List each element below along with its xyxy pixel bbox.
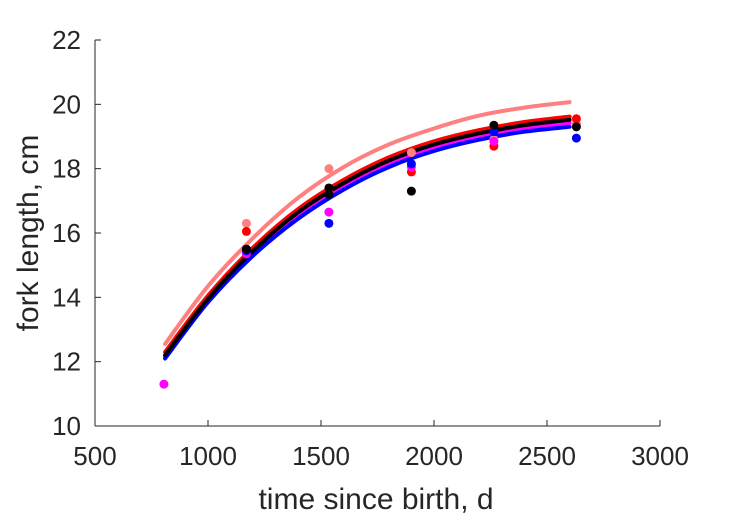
y-tick-label-16: 16 [52, 218, 81, 248]
fit-curve-3 [163, 124, 572, 361]
x-tick-label-2500: 2500 [518, 441, 576, 471]
y-tick-label-14: 14 [52, 282, 81, 312]
y-tick-label-20: 20 [52, 89, 81, 119]
x-axis-label: time since birth, d [258, 483, 493, 516]
x-tick-label-2000: 2000 [405, 441, 463, 471]
fit-curve-4 [163, 117, 572, 358]
x-tick-label-1500: 1500 [292, 441, 350, 471]
x-tick-label-500: 500 [73, 441, 116, 471]
data-point-0-2 [406, 148, 416, 158]
y-axis-label: fork length, cm [12, 135, 45, 332]
y-tick-label-18: 18 [52, 154, 81, 184]
axes: 500 1000 1500 2000 2500 3000 10 12 14 16 18 20 22 [52, 25, 689, 471]
data-point-4-3 [406, 186, 416, 196]
data-point-4-2 [324, 183, 334, 193]
data-point-1-0 [241, 226, 251, 236]
data-point-0-0 [241, 218, 251, 228]
data-point-3-2 [406, 159, 416, 169]
fit-curve-2 [163, 121, 572, 359]
data-point-1-4 [571, 114, 581, 124]
fit-curve-1 [163, 114, 572, 354]
data-point-4-0 [241, 244, 251, 254]
x-tick-label-3000: 3000 [631, 441, 689, 471]
data-point-4-4 [489, 120, 499, 130]
data-point-3-4 [571, 133, 581, 143]
data-point-4-1 [324, 189, 334, 199]
fit-curve-0 [163, 100, 572, 346]
data-point-2-4 [489, 136, 499, 146]
data-point-3-3 [489, 127, 499, 137]
y-tick-label-22: 22 [52, 25, 81, 55]
data-point-0-1 [324, 164, 334, 174]
data-point-3-1 [324, 218, 334, 228]
data-point-2-0 [159, 379, 169, 389]
x-tick-label-1000: 1000 [179, 441, 237, 471]
y-tick-label-12: 12 [52, 347, 81, 377]
y-tick-label-10: 10 [52, 411, 81, 441]
data-points [159, 114, 581, 389]
fitted-curves [163, 100, 572, 361]
data-point-2-2 [324, 207, 334, 217]
data-point-4-5 [571, 122, 581, 132]
